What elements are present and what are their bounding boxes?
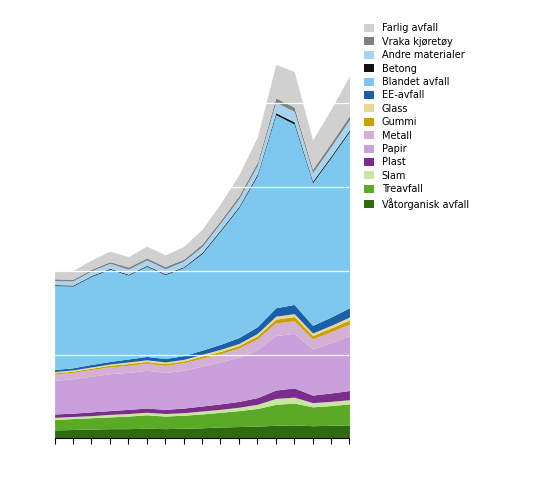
Legend: Farlig avfall, Vraka kjøretøy, Andre materialer, Betong, Blandet avfall, EE-avfa: Farlig avfall, Vraka kjøretøy, Andre mat… xyxy=(360,19,473,213)
